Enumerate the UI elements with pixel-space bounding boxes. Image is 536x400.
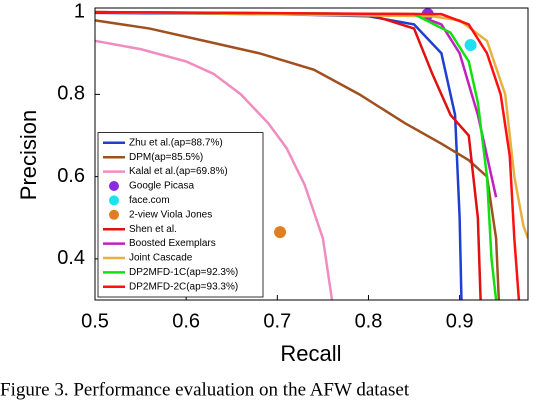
point (464, 39, 477, 52)
legend-label: Kalal et al.(ap=69.8%) (129, 166, 228, 177)
legend-label: face.com (129, 195, 170, 206)
legend-label: Shen et al. (129, 224, 177, 235)
y-tick-label: 0.6 (57, 165, 85, 187)
curve (95, 10, 498, 300)
x-axis-label: Recall (280, 341, 341, 366)
legend-marker (109, 209, 119, 220)
x-tick-label: 0.5 (81, 310, 109, 332)
plot-frame (94, 7, 529, 301)
legend-label: Google Picasa (129, 181, 194, 192)
legend-marker (109, 181, 119, 191)
legend-label: DPM(ap=85.5%) (129, 152, 203, 163)
curve (95, 10, 521, 300)
y-axis-label: Precision (16, 110, 41, 200)
curve (95, 10, 528, 239)
legend-label: DP2MFD-2C(ap=93.3%) (129, 281, 238, 292)
legend-label: 2-view Viola Jones (129, 209, 212, 220)
legend-label: Zhu et al.(ap=88.7%) (129, 137, 223, 148)
y-tick-label: 0.8 (57, 83, 85, 105)
caption: Figure 3. Performance evaluation on the … (0, 379, 410, 400)
x-tick-label: 0.9 (446, 310, 474, 332)
legend-label: Joint Cascade (129, 253, 193, 264)
point (274, 226, 287, 239)
curve (95, 39, 334, 300)
y-tick-label: 1 (74, 0, 85, 22)
x-tick-label: 0.6 (172, 310, 200, 332)
legend-label: Boosted Exemplars (129, 238, 216, 249)
legend-label: DP2MFD-1C(ap=92.3%) (129, 267, 238, 278)
legend-marker (109, 195, 119, 206)
legend-box (97, 132, 264, 298)
x-tick-label: 0.7 (263, 310, 291, 332)
x-tick-label: 0.8 (355, 310, 383, 332)
y-tick-label: 0.4 (57, 247, 85, 269)
